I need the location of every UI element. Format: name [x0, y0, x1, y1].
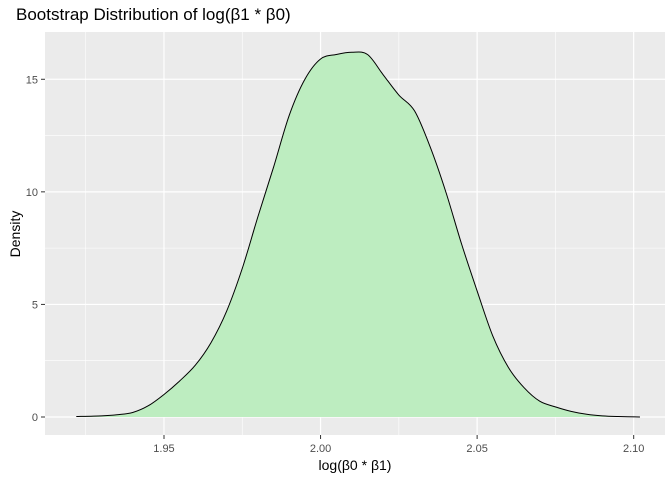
axis-tick-labels: 1.95 2.00 2.05 2.10 0 5 10 15: [26, 74, 645, 455]
density-curve: [76, 51, 640, 418]
y-tick-label: 15: [26, 74, 38, 86]
x-tick-label: 2.00: [310, 443, 331, 455]
axis-ticks: [41, 78, 635, 439]
x-tick-label: 1.95: [153, 443, 174, 455]
density-area: [76, 51, 640, 417]
x-tick-label: 2.05: [466, 443, 487, 455]
chart-title: Bootstrap Distribution of log(β1 * β0): [16, 5, 291, 24]
y-tick-label: 0: [32, 412, 38, 424]
y-tick-label: 10: [26, 187, 38, 199]
y-tick-label: 5: [32, 299, 38, 311]
x-axis-title: log(β0 * β1): [319, 457, 392, 473]
x-tick-label: 2.10: [623, 443, 644, 455]
y-axis-title: Density: [7, 211, 23, 258]
